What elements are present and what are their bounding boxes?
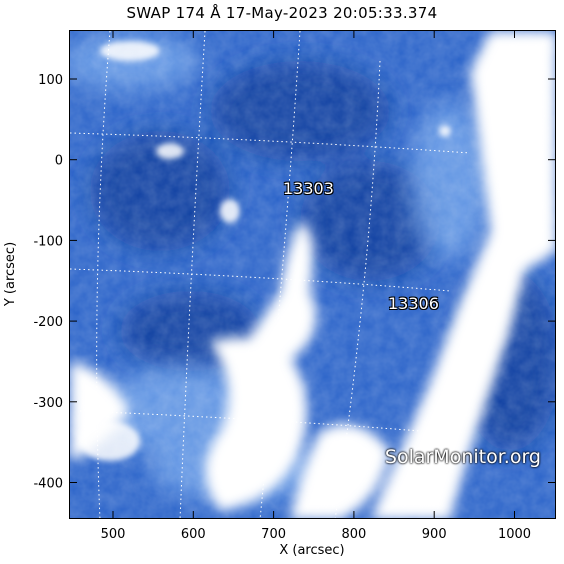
solar-image-render <box>70 31 555 518</box>
x-tick-label: 700 <box>261 527 286 542</box>
solar-image: 13303 13306 SolarMonitor.org <box>69 30 556 519</box>
region-label-13303: 13303 <box>283 179 334 198</box>
y-tick-label: -200 <box>33 315 63 330</box>
y-tick-label: 0 <box>55 154 63 169</box>
x-tick-label: 600 <box>181 527 206 542</box>
x-tick-label: 500 <box>101 527 126 542</box>
y-axis-label: Y (arcsec) <box>3 242 18 307</box>
y-tick-label: -300 <box>33 396 63 411</box>
x-tick-label: 800 <box>341 527 366 542</box>
y-tick-label: -100 <box>33 234 63 249</box>
x-tick-label: 900 <box>422 527 447 542</box>
y-tick-label: -400 <box>33 477 63 492</box>
watermark: SolarMonitor.org <box>384 446 541 468</box>
y-tick-label: 100 <box>38 73 63 88</box>
image-title: SWAP 174 Å 17-May-2023 20:05:33.374 <box>126 4 438 22</box>
x-tick-label: 1000 <box>498 527 531 542</box>
region-label-13306: 13306 <box>388 294 439 313</box>
x-axis-ticks: 500 600 700 800 900 1000 <box>101 30 531 542</box>
y-axis-ticks: 100 0 -100 -200 -300 -400 <box>33 73 556 492</box>
x-axis-label: X (arcsec) <box>279 543 344 558</box>
